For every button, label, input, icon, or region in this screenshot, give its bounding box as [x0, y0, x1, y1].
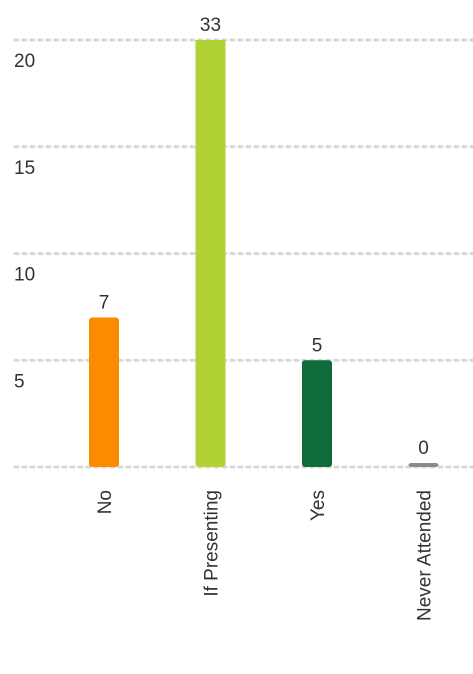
value-label: 5 — [312, 335, 323, 356]
value-label: 33 — [200, 15, 221, 36]
bar — [302, 360, 332, 467]
y-tick-label: 20 — [14, 51, 35, 72]
x-tick-label: Never Attended — [415, 490, 436, 621]
value-label: 7 — [99, 293, 110, 314]
value-label: 0 — [418, 438, 429, 459]
bar — [408, 463, 439, 467]
bar — [89, 317, 119, 467]
y-tick-label: 10 — [14, 265, 35, 286]
x-tick-label: No — [95, 490, 116, 514]
y-tick-label: 15 — [14, 158, 35, 179]
y-tick-label: 5 — [14, 371, 25, 392]
bar — [195, 40, 226, 467]
x-tick-label: Yes — [308, 490, 329, 521]
x-tick-label: If Presenting — [202, 490, 223, 597]
